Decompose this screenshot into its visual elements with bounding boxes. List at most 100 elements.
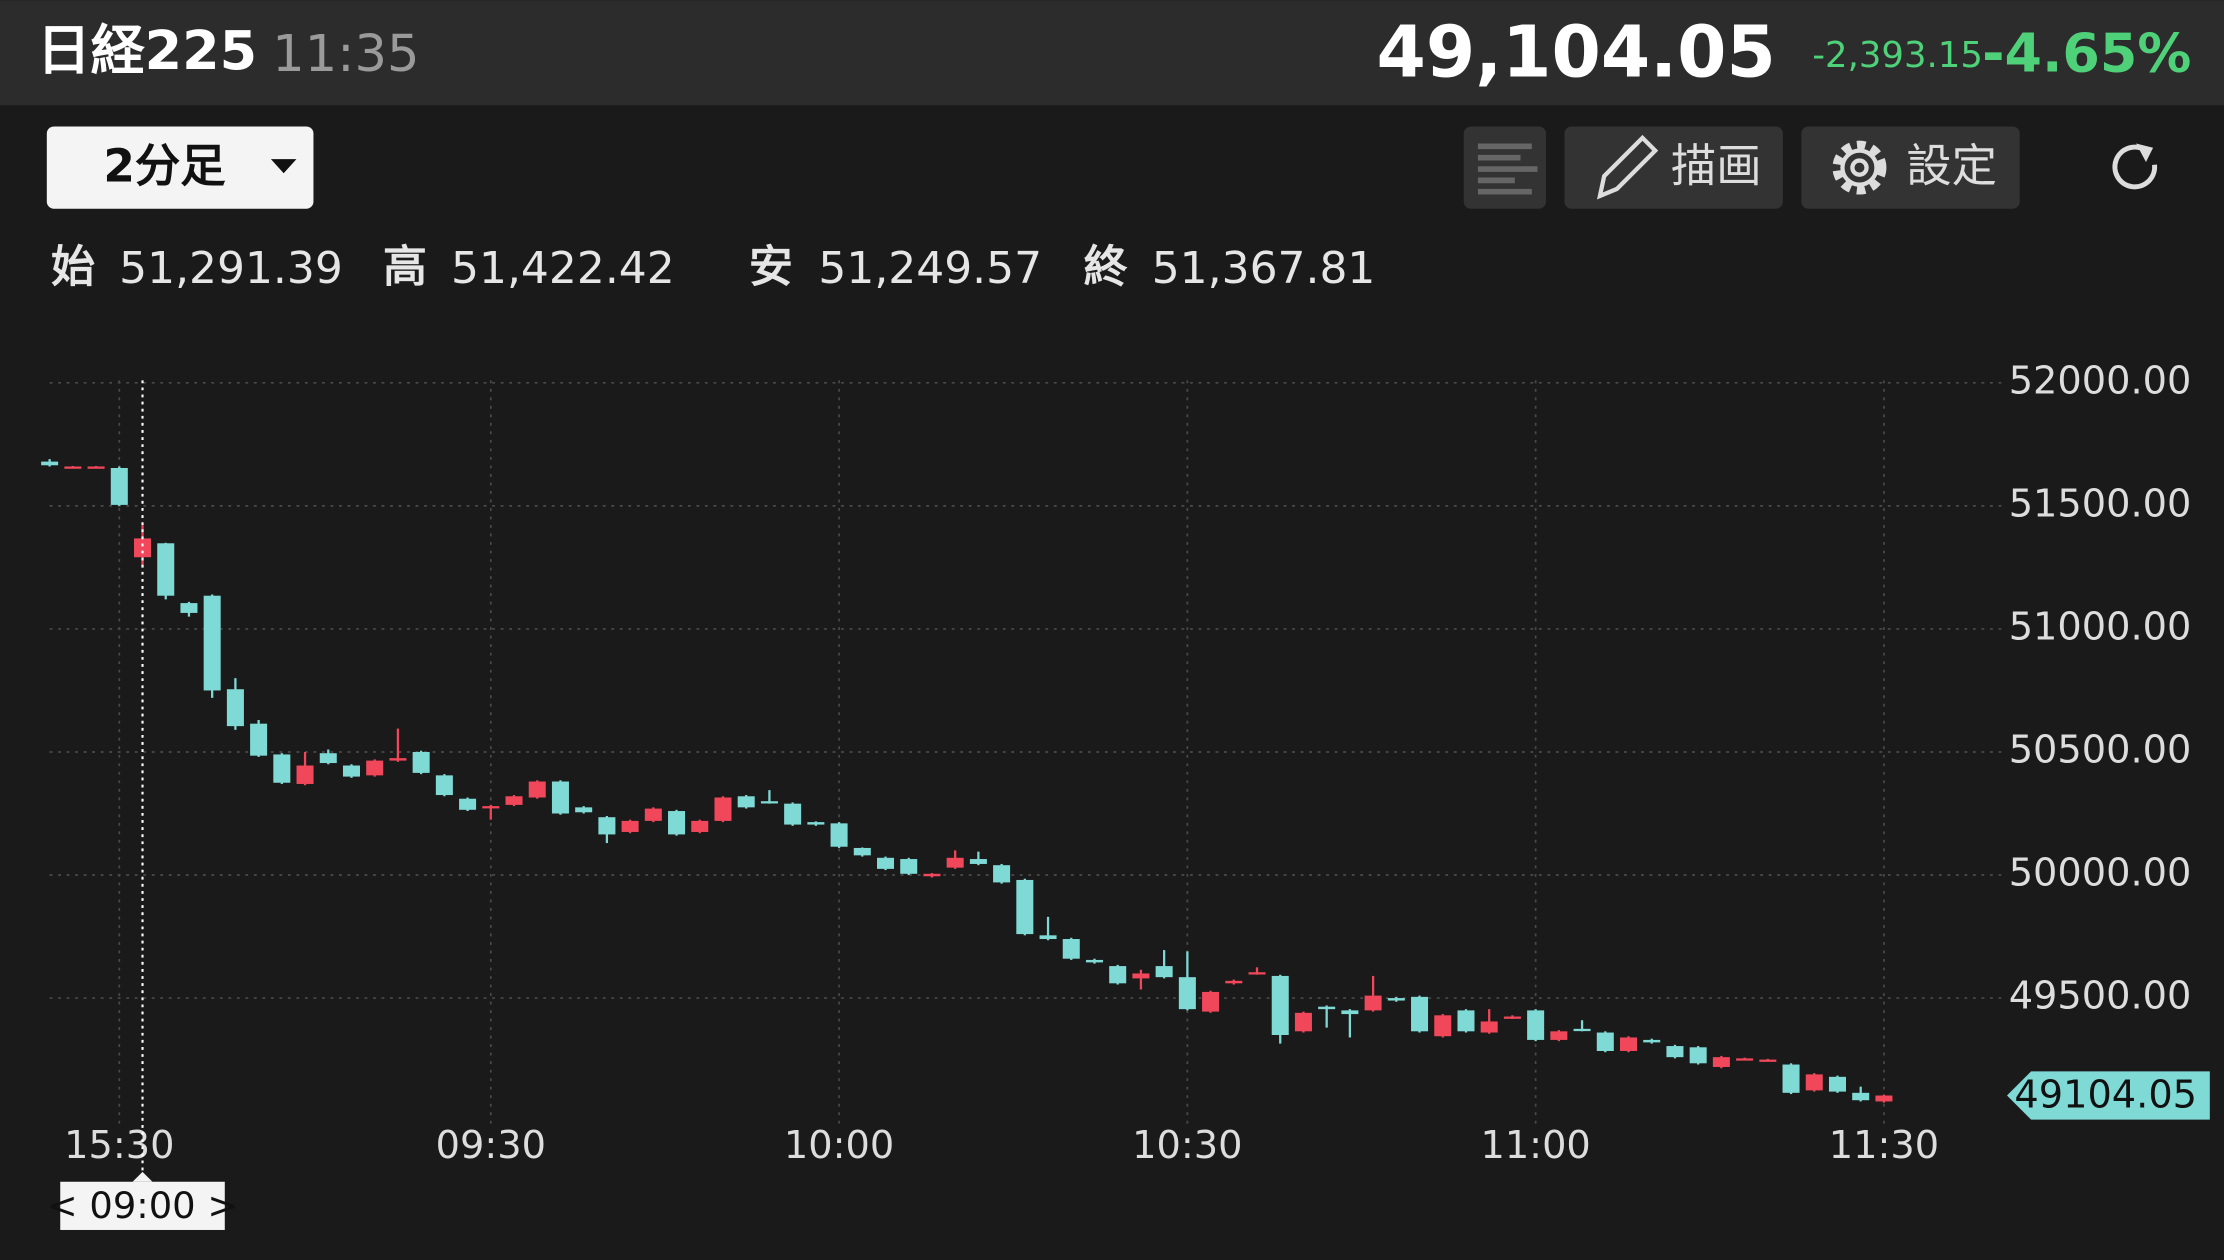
refresh-button[interactable] [2112,143,2158,190]
candle-body [1643,1039,1661,1043]
candle-body [1178,977,1196,1010]
interval-dropdown[interactable]: 2分足 [46,126,314,209]
candle-body [1294,1012,1312,1032]
interval-label[interactable]: 2分足 [103,140,226,193]
candle-body [1387,998,1405,1001]
candle-body [1852,1092,1870,1101]
candle-body [1085,959,1103,963]
candle-body [1666,1046,1684,1058]
x-tick-label: 10:30 [1132,1123,1242,1168]
candle-body [1480,1021,1498,1033]
header-bar [0,0,2224,106]
candle-body [830,823,848,847]
last-price-label: 49104.05 [2014,1072,2197,1117]
candle-body [598,817,616,835]
last-price-tag [2006,1071,2210,1120]
candle-body [1248,972,1266,975]
crosshair-pointer [132,1171,153,1182]
y-tick-label: 50500.00 [2009,727,2192,772]
time: 11:35 [272,25,419,84]
candle-body [1550,1031,1568,1040]
candle-body [1039,935,1057,940]
candle-body [1596,1032,1614,1051]
candle-body [1225,980,1243,984]
candle-body [1689,1047,1707,1064]
candle-body [64,466,82,469]
draw-button[interactable]: 描画 [1564,126,1783,209]
candle-body [946,857,964,868]
candle-body [157,543,175,596]
candle-body [134,538,152,558]
gear-hub [1850,158,1869,177]
candle-body [180,603,198,613]
low-value: 51,249.57 [818,243,1042,294]
dropdown-arrow [270,159,297,174]
candle-body [296,765,314,784]
dropdown-box[interactable] [46,126,314,209]
candle-body [575,807,593,813]
candle-body [1318,1006,1336,1010]
list-icon [1477,143,1538,195]
candle-body [110,467,128,505]
ohlc-row: 始 51,291.39 高 51,422.42 安 51,249.57 終 51… [51,242,1375,294]
candle-body [621,820,639,832]
refresh-icon[interactable] [2112,144,2158,190]
candle-body [482,806,500,809]
candle-body [784,803,802,825]
candle-body [203,595,221,691]
candle-body [1364,995,1382,1011]
index-title: 日経225 [37,19,257,82]
open-value: 51,291.39 [119,243,343,294]
candle-body [412,751,430,773]
x-tick-label: 15:30 [64,1123,174,1168]
candle-body [1875,1095,1893,1102]
list-button[interactable] [1463,126,1547,209]
candle-body [366,760,384,776]
candle-body [528,781,546,798]
candle-body [644,808,662,821]
draw-label[interactable]: 描画 [1671,140,1762,193]
close-value: 51,367.81 [1152,243,1376,294]
candle-body [273,754,291,783]
candle-body [668,811,686,835]
candle-body [250,723,268,756]
close-label: 終 [1084,242,1128,293]
low-label: 安 [749,242,793,293]
candle-body [1620,1037,1638,1051]
candle-body [1828,1076,1846,1092]
settings-label[interactable]: 設定 [1906,140,1997,193]
change-pct: -4.65% [1982,22,2191,85]
candle-body [1503,1016,1521,1019]
settings-button[interactable]: 設定 [1801,126,2020,209]
candle-body [319,753,337,764]
y-tick-label: 51000.00 [2009,604,2192,649]
candle-body [505,796,523,805]
candle-body [807,822,825,825]
x-tick-label: 09:30 [436,1123,546,1168]
candle-body [1712,1057,1730,1067]
gear-ring [1840,148,1879,187]
candle-body [1411,996,1429,1032]
button-bg[interactable] [1801,126,2020,209]
crosshair-box [60,1181,225,1230]
candle-body [1132,973,1150,979]
candle-body [551,781,569,814]
candle-body [389,758,407,761]
candle-body [853,847,871,856]
candle-body [41,461,59,466]
candle-body [342,765,360,777]
open-label: 始 [51,242,95,293]
candle-body [1016,879,1034,935]
candle-body [969,859,987,864]
x-tick-label: 11:30 [1829,1123,1939,1168]
candle-body [226,689,244,727]
refresh-arrow [2136,143,2154,162]
change: -2,393.15 [1812,35,1983,76]
candle-body [1062,939,1080,959]
high-value: 51,422.42 [451,243,675,294]
candle-body [1202,991,1220,1012]
candle-body [1527,1010,1545,1040]
candle-body [1457,1010,1475,1032]
